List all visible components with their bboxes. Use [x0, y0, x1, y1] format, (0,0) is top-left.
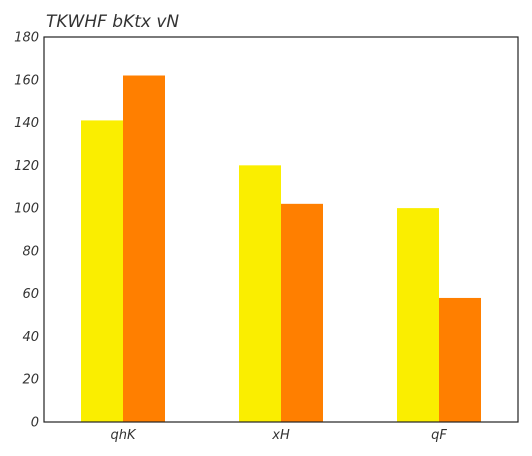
- y-tick-label: 0: [31, 416, 39, 431]
- x-tick-label: qhK: [110, 428, 136, 443]
- bar-qhK-series-2: [123, 75, 165, 422]
- y-tick-label: 160: [14, 73, 39, 88]
- bar-xH-series-1: [239, 165, 281, 423]
- chart-title: TKWHF bKtx vN: [46, 12, 179, 32]
- bar-qhK-series-1: [81, 120, 123, 423]
- y-tick-label: 40: [22, 330, 39, 345]
- y-tick-label: 100: [14, 202, 39, 217]
- bar-qF-series-1: [397, 208, 439, 422]
- y-tick-label: 20: [22, 373, 39, 388]
- x-axis: qhK xH qF: [110, 428, 447, 443]
- bar-qF-series-2: [439, 297, 481, 422]
- y-tick-label: 120: [14, 159, 39, 174]
- y-tick-label: 140: [14, 116, 39, 131]
- x-tick-label: qF: [431, 428, 447, 443]
- y-tick-label: 180: [14, 31, 39, 46]
- bars-group: [81, 75, 481, 423]
- x-tick-label: xH: [271, 428, 290, 443]
- plot-frame: [43, 36, 519, 423]
- y-axis: 0 20 40 60 80 100 120 140 160 180: [14, 31, 39, 431]
- bar-xH-series-2: [281, 203, 323, 422]
- y-tick-label: 60: [22, 287, 39, 302]
- y-tick-label: 80: [22, 244, 39, 259]
